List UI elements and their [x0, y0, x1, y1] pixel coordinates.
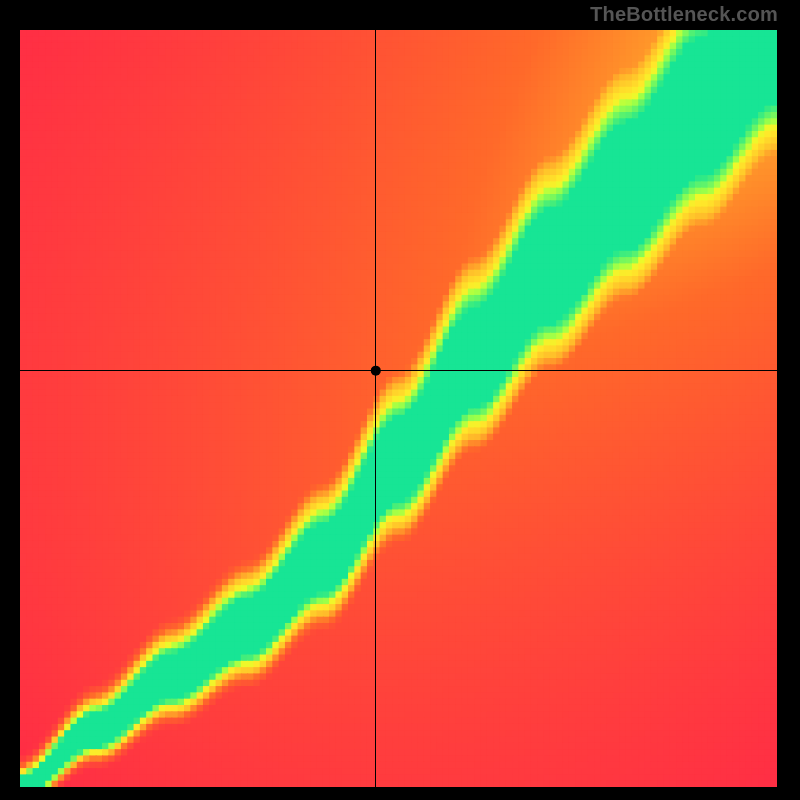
crosshair-vertical — [375, 30, 376, 787]
chart-container: TheBottleneck.com — [0, 0, 800, 800]
crosshair-horizontal — [20, 370, 777, 371]
watermark: TheBottleneck.com — [590, 4, 778, 27]
heatmap-plot — [20, 30, 777, 787]
